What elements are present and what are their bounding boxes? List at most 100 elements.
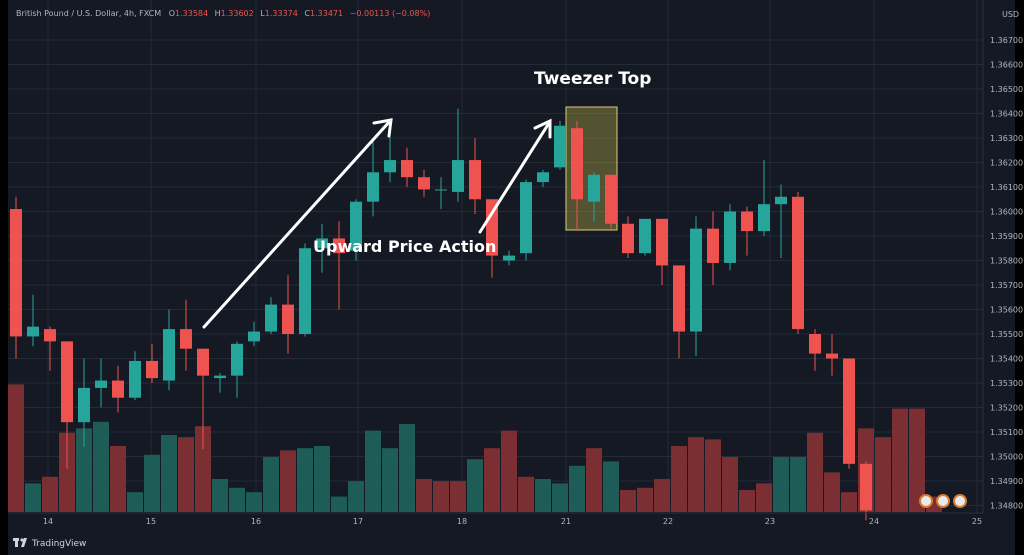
price-tick-label: 1.35600 — [990, 306, 1023, 315]
volume-bar — [892, 408, 908, 512]
candle-body — [503, 255, 515, 261]
candle — [265, 297, 277, 334]
volume-bar — [93, 421, 109, 512]
volume-bar — [790, 457, 806, 512]
candle — [333, 221, 345, 310]
price-tick-label: 1.35400 — [990, 355, 1023, 364]
candle-body — [860, 463, 872, 511]
tweezer-top-label: Tweezer Top — [534, 69, 651, 89]
candle — [758, 160, 770, 236]
candle-body — [554, 125, 566, 168]
volume-bar — [586, 448, 602, 512]
footer-bar — [8, 530, 1015, 555]
price-tick-label: 1.35000 — [990, 453, 1023, 462]
chart-header: British Pound / U.S. Dollar, 4h, FXCM O1… — [16, 9, 430, 18]
volume-bar — [246, 492, 262, 512]
volume-bar — [331, 496, 347, 512]
time-tick-label: 16 — [251, 517, 261, 526]
candles — [10, 108, 872, 521]
volume-bar — [399, 424, 415, 512]
price-tick-label: 1.35900 — [990, 232, 1023, 241]
volume-bar — [144, 454, 160, 512]
upward-arrow-2 — [478, 118, 552, 234]
candle-body — [384, 160, 396, 173]
brand-label: TradingView — [31, 539, 86, 549]
candle-body — [214, 375, 226, 379]
candle-body — [112, 380, 124, 398]
candle — [503, 250, 515, 266]
candle-body — [843, 358, 855, 464]
candle-body — [741, 211, 753, 232]
candle — [690, 216, 702, 357]
volume-bar — [756, 483, 772, 512]
price-tick-label: 1.35100 — [990, 428, 1023, 437]
candle — [588, 172, 600, 222]
volume-bar — [637, 487, 653, 512]
candle-body — [367, 172, 379, 202]
volume-bar — [671, 446, 687, 512]
candle-body — [61, 341, 73, 423]
volume-bar — [773, 457, 789, 512]
candle-body — [486, 199, 498, 256]
time-tick-label: 24 — [869, 517, 879, 526]
volume-bar — [535, 479, 551, 512]
time-tick-label: 18 — [457, 517, 467, 526]
candle — [180, 299, 192, 371]
volume-bar — [76, 428, 92, 512]
us-flag-event-icon[interactable] — [919, 494, 933, 508]
candle — [792, 191, 804, 334]
volume-bar — [297, 448, 313, 512]
candle-body — [418, 177, 430, 190]
candle-body — [265, 304, 277, 332]
volume-bar — [127, 492, 143, 512]
volume-bar — [654, 479, 670, 512]
candle-body — [435, 189, 447, 191]
volume-bar — [841, 492, 857, 512]
volume-bar — [59, 432, 75, 512]
price-tick-label: 1.34800 — [990, 502, 1023, 511]
candle — [673, 265, 685, 359]
price-tick-label: 1.35500 — [990, 330, 1023, 339]
candle — [231, 341, 243, 398]
price-tick-label: 1.36100 — [990, 183, 1023, 192]
event-icons[interactable] — [919, 494, 967, 508]
candle-body — [469, 160, 481, 200]
candle-body — [605, 174, 617, 224]
volume-bar — [212, 479, 228, 512]
uk-flag-event-icon[interactable] — [953, 494, 967, 508]
candle — [27, 294, 39, 347]
price-axis[interactable]: 1.36700 1.36600 1.36500 1.36400 1.36300 1.362… — [990, 36, 1023, 511]
candle — [248, 321, 260, 347]
currency-label[interactable]: USD — [1002, 10, 1019, 19]
time-tick-label: 23 — [765, 517, 775, 526]
candle — [741, 206, 753, 256]
volume-bar — [909, 408, 925, 512]
candle-body — [401, 160, 413, 178]
volume-bar — [569, 465, 585, 512]
price-tick-label: 1.36200 — [990, 159, 1023, 168]
candle — [605, 174, 617, 229]
candle-body — [146, 360, 158, 379]
candle — [435, 177, 447, 210]
candle — [469, 138, 481, 214]
volume-bar — [314, 446, 330, 512]
candle-body — [673, 265, 685, 332]
candle-body — [826, 353, 838, 359]
price-tick-label: 1.34900 — [990, 477, 1023, 486]
time-axis[interactable]: 14 15 16 17 18 21 22 23 24 25 — [43, 517, 982, 526]
candle-body — [724, 211, 736, 263]
candle-body — [10, 209, 22, 337]
low-value: 1.33374 — [265, 9, 298, 18]
svg-text:British Pound / U.S. Dollar, 4: British Pound / U.S. Dollar, 4h, FXCM O1… — [16, 9, 430, 18]
price-tick-label: 1.36700 — [990, 36, 1023, 45]
volume-bar — [824, 472, 840, 512]
candle — [622, 216, 634, 259]
candle — [860, 461, 872, 521]
candle-body — [520, 182, 532, 254]
volume-bar — [365, 430, 381, 512]
volume-bar — [42, 476, 58, 512]
us-flag-event-icon[interactable] — [936, 494, 950, 508]
volume-bar — [688, 437, 704, 512]
